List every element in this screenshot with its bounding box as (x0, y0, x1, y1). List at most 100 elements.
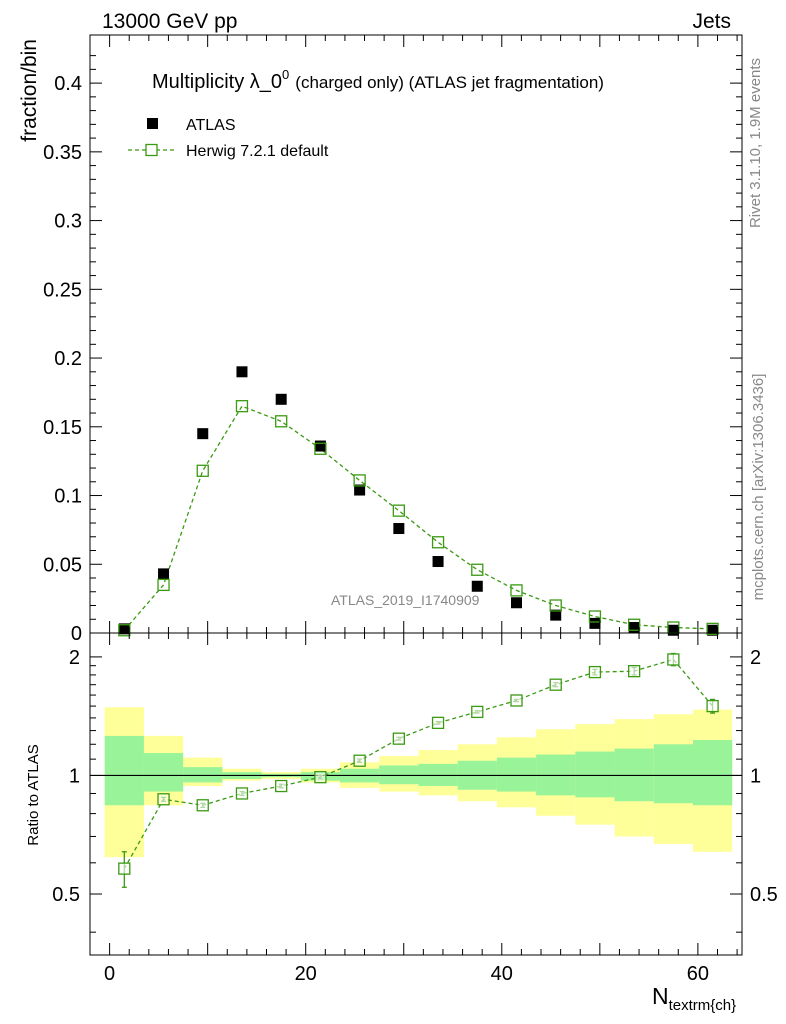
x-tick-label: 40 (491, 963, 513, 985)
atlas-data-point (393, 523, 405, 535)
atlas-data-point (197, 428, 209, 440)
ratio-data-point (510, 694, 523, 707)
legend-atlas-label: ATLAS (186, 117, 236, 134)
chart-title: Multiplicity λ_00 (charged only) (ATLAS j… (152, 67, 604, 93)
atlas-data-point (667, 624, 679, 636)
uncertainty-band-inner (496, 757, 537, 792)
main-y-tick-label: 0.25 (43, 279, 82, 301)
y-axis-label: fraction/bin (18, 39, 41, 142)
ratio-panel: 0.5 0.5 1 1 2 2 0 20 40 60 Ratio to ATLAS Ntextr… (25, 632, 778, 1014)
ratio-data-point (549, 678, 562, 691)
main-axis-ticks (89, 35, 742, 634)
legend: ATLAS Herwig 7.2.1 default (128, 117, 329, 160)
main-y-tick-label: 0.3 (54, 211, 82, 233)
herwig-data-point (392, 504, 405, 517)
atlas-data-point (707, 624, 719, 636)
atlas-data-point (550, 609, 562, 621)
ratio-y-tick-label-right: 1 (750, 765, 761, 787)
x-tick-labels: 0 20 40 60 (104, 963, 709, 985)
herwig-data-point (706, 622, 719, 636)
atlas-data-point (471, 580, 483, 592)
x-axis-label-subscript: textrm{ch} (669, 997, 737, 1014)
legend-herwig-marker (145, 143, 158, 157)
ratio-data-point (588, 665, 602, 679)
main-y-tick-label: 0.05 (43, 554, 82, 576)
main-plot-area (118, 366, 719, 637)
atlas-data-point (354, 484, 366, 496)
herwig-data-point (157, 578, 170, 592)
atlas-data-point (589, 617, 601, 629)
uncertainty-band-inner (653, 744, 693, 804)
ratio-data-point (667, 653, 680, 666)
ratio-data-point (118, 862, 131, 875)
atlas-data-point (432, 556, 444, 568)
herwig-data-point (118, 624, 131, 637)
main-y-tick-label: 0.2 (54, 348, 82, 370)
legend-herwig-label: Herwig 7.2.1 default (186, 143, 329, 160)
herwig-data-point (471, 563, 484, 576)
main-y-tick-labels: 0 0.05 0.1 0.15 0.2 0.25 0.3 0.35 0.4 (43, 73, 82, 645)
ratio-herwig-line (123, 658, 714, 869)
ratio-plot-area (90, 652, 742, 888)
energy-label: 13000 GeV pp (102, 10, 237, 33)
herwig-data-point (628, 618, 641, 631)
ratio-data-point (392, 732, 405, 745)
ratio-y-tick-label: 0.5 (52, 884, 80, 906)
uncertainty-band-inner (575, 751, 615, 798)
ratio-axis-ticks (89, 633, 742, 955)
ratio-data-point (471, 705, 484, 719)
main-y-tick-label: 0.35 (43, 142, 82, 164)
legend-atlas-marker (147, 118, 158, 129)
ratio-y-tick-label: 1 (69, 765, 80, 787)
ratio-y-axis-label: Ratio to ATLAS (25, 744, 42, 845)
mcplots-label: mcplots.cern.ch [arXiv:1306.3436] (750, 374, 767, 601)
jets-label: Jets (692, 10, 731, 33)
herwig-data-point (588, 610, 602, 623)
atlas-data-point (314, 440, 326, 452)
ratio-data-point (431, 716, 445, 730)
main-y-tick-label: 0.4 (54, 73, 82, 95)
herwig-line (123, 405, 713, 631)
atlas-data-point (236, 366, 248, 378)
ratio-data-point (353, 754, 366, 767)
ratio-data-point (706, 699, 719, 713)
x-axis-label: Ntextrm{ch} (652, 983, 736, 1014)
herwig-data-point (196, 464, 209, 477)
herwig-data-point (353, 474, 366, 487)
x-tick-label: 20 (295, 963, 317, 985)
title-superscript: 0 (282, 67, 289, 82)
x-tick-label: 0 (104, 963, 115, 985)
ratio-data-point (196, 799, 209, 812)
ratio-y-tick-label-right: 2 (750, 647, 761, 669)
x-tick-label: 60 (687, 963, 709, 985)
ratio-y-tick-label: 2 (69, 647, 80, 669)
herwig-data-point (431, 536, 445, 549)
herwig-data-point (667, 621, 680, 634)
title-main: Multiplicity λ_0 (152, 71, 282, 93)
main-y-tick-label: 0.1 (54, 486, 82, 508)
uncertainty-band-inner (143, 753, 184, 792)
herwig-data-point (235, 400, 249, 413)
atlas-data-point (275, 393, 287, 405)
herwig-data-point (510, 584, 523, 597)
ratio-y-tick-labels: 0.5 0.5 1 1 2 2 (52, 647, 778, 906)
title-rest: (charged only) (ATLAS jet fragmentation) (295, 73, 604, 92)
ratio-y-tick-label-right: 0.5 (750, 884, 778, 906)
uncertainty-band-inner (183, 767, 223, 783)
uncertainty-band-inner (104, 735, 144, 806)
rivet-label: Rivet 3.1.10, 1.9M events (747, 58, 764, 228)
ratio-data-point (235, 787, 249, 800)
ratio-data-point (628, 665, 641, 678)
ratio-frame (89, 632, 743, 956)
main-y-tick-label: 0 (71, 623, 82, 645)
uncertainty-band-inner (692, 740, 733, 806)
herwig-data-point (314, 442, 327, 455)
ratio-data-point (157, 793, 170, 806)
x-axis-label-main: N (652, 983, 669, 1009)
atlas-data-point (118, 623, 130, 635)
herwig-data-point (275, 415, 288, 428)
main-y-tick-label: 0.15 (43, 417, 82, 439)
atlas-data-point (510, 597, 522, 609)
herwig-data-point (549, 599, 562, 612)
